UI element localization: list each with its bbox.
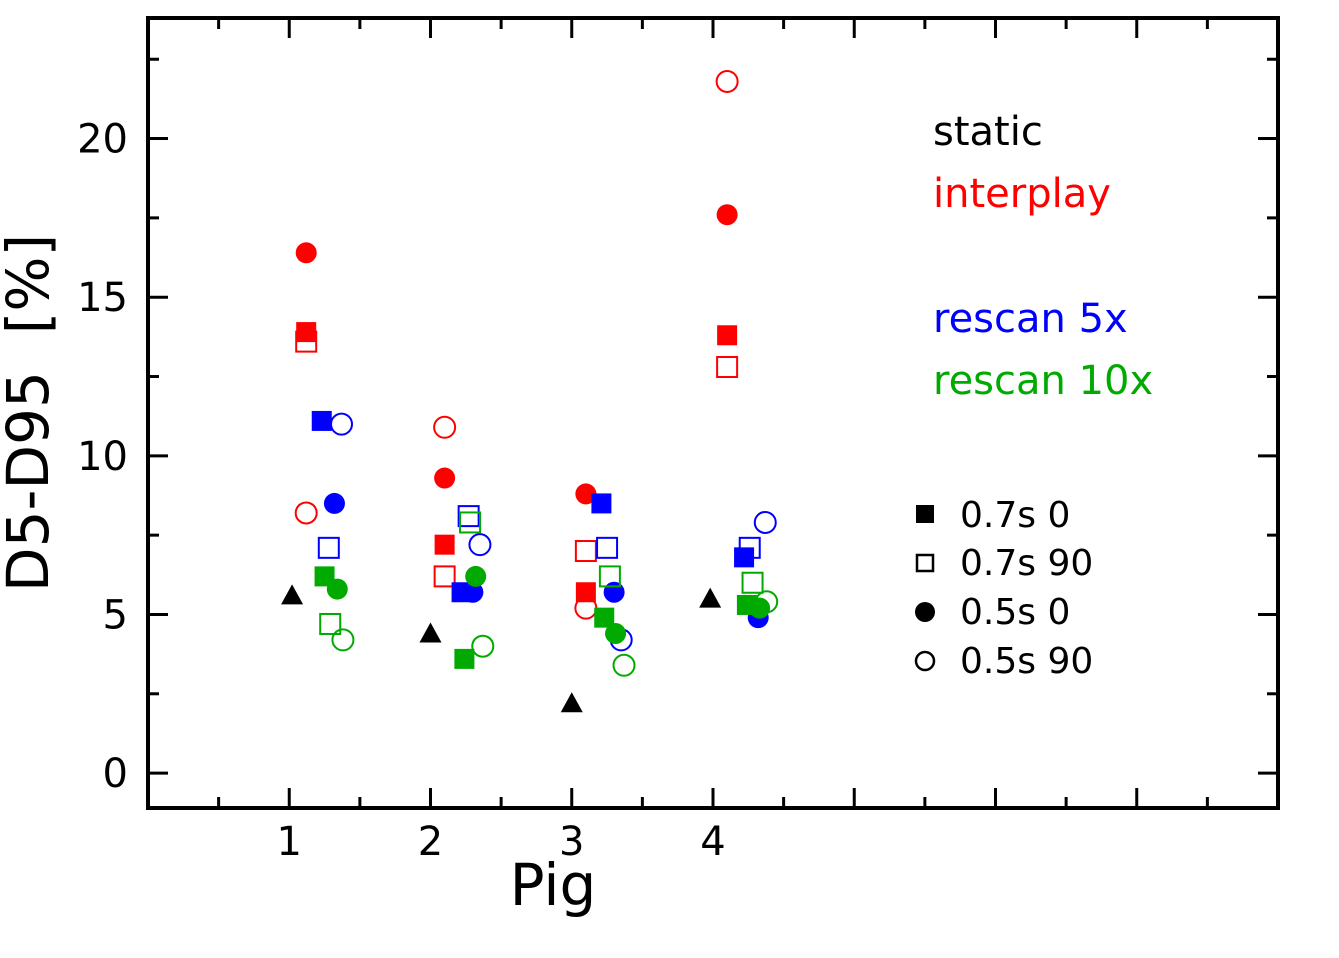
y-tick-label: 10 <box>77 434 128 480</box>
axis-tick-labels: 1 2 3 4 0 5 10 15 20 <box>77 117 726 865</box>
y-axis-title: D5-D95 [%] <box>0 234 62 592</box>
rescan-5x-circle-open-point <box>468 533 492 557</box>
x-tick-label: 2 <box>418 819 443 865</box>
y-tick-label: 5 <box>103 592 128 638</box>
x-tick-label: 4 <box>700 819 725 865</box>
interplay-square-open-point <box>295 330 318 353</box>
static-triangle-filled-point <box>560 692 583 713</box>
static-triangle-filled-point <box>419 622 442 643</box>
interplay-circle-filled-point <box>716 204 738 226</box>
rescan-5x-square-filled-point <box>311 410 332 431</box>
axis-ticks <box>148 18 1278 808</box>
group-legend: static interplay rescan 5x rescan 10x <box>933 109 1153 404</box>
interplay-square-filled-point <box>575 582 596 603</box>
static-triangle-filled-point <box>281 584 304 605</box>
rescan-5x-circle-filled-point <box>603 581 625 603</box>
y-tick-label: 15 <box>77 275 128 321</box>
rescan-10x-circle-open-point <box>755 590 779 614</box>
legend-interplay: interplay <box>933 171 1111 217</box>
rescan-10x-circle-filled-point <box>605 623 627 645</box>
legend-circle-open-icon <box>914 650 936 672</box>
marker-legend: 0.7s 0 0.7s 90 0.5s 0 0.5s 90 <box>914 495 1093 682</box>
interplay-circle-open-point <box>294 501 318 525</box>
rescan-10x-square-open-point <box>598 565 621 588</box>
interplay-circle-filled-point <box>575 483 597 505</box>
rescan-10x-circle-open-point <box>612 653 636 677</box>
y-tick-label: 0 <box>103 751 128 797</box>
legend-static: static <box>933 109 1043 155</box>
rescan-5x-square-open-point <box>457 505 480 528</box>
interplay-circle-filled-point <box>434 467 456 489</box>
rescan-10x-square-filled-point <box>594 607 615 628</box>
rescan-5x-circle-open-point <box>753 510 777 534</box>
legend-07s-90: 0.7s 90 <box>960 543 1093 584</box>
rescan-10x-square-open-point <box>741 571 764 594</box>
legend-rescan-5x: rescan 5x <box>933 296 1128 342</box>
rescan-10x-circle-filled-point <box>465 565 487 587</box>
rescan-10x-square-filled-point <box>314 566 335 587</box>
interplay-square-open-point <box>716 355 739 378</box>
legend-05s-90: 0.5s 90 <box>960 641 1093 682</box>
interplay-square-open-point <box>433 565 456 588</box>
legend-rescan-10x: rescan 10x <box>933 358 1153 404</box>
rescan-5x-square-open-point <box>596 536 619 559</box>
interplay-square-filled-point <box>717 325 738 346</box>
rescan-5x-circle-filled-point <box>462 581 484 603</box>
legend-05s-0: 0.5s 0 <box>960 592 1070 633</box>
rescan-10x-circle-filled-point <box>749 597 771 619</box>
legend-square-filled-icon <box>916 505 934 523</box>
interplay-square-filled-point <box>434 534 455 555</box>
interplay-square-open-point <box>574 540 597 563</box>
data-markers <box>281 69 779 713</box>
interplay-circle-filled-point <box>295 242 317 264</box>
rescan-5x-circle-filled-point <box>323 492 345 514</box>
rescan-5x-square-filled-point <box>591 493 612 514</box>
x-axis-title: Pig <box>510 851 597 919</box>
rescan-10x-square-open-point <box>319 612 342 635</box>
rescan-5x-circle-open-point <box>330 412 354 436</box>
legend-square-open-icon <box>915 553 935 573</box>
rescan-5x-square-open-point <box>317 536 340 559</box>
rescan-10x-circle-open-point <box>331 628 355 652</box>
rescan-10x-circle-open-point <box>471 634 495 658</box>
legend-07s-0: 0.7s 0 <box>960 495 1070 536</box>
legend-circle-filled-icon <box>915 602 935 622</box>
y-tick-label: 20 <box>77 117 128 163</box>
interplay-circle-open-point <box>433 415 457 439</box>
rescan-10x-square-filled-point <box>454 648 475 669</box>
x-tick-label: 3 <box>559 819 584 865</box>
static-triangle-filled-point <box>699 587 722 608</box>
rescan-5x-square-open-point <box>738 536 761 559</box>
interplay-circle-open-point <box>715 69 739 93</box>
rescan-10x-square-open-point <box>459 511 482 534</box>
rescan-10x-circle-filled-point <box>326 578 348 600</box>
x-tick-label: 1 <box>277 819 302 865</box>
